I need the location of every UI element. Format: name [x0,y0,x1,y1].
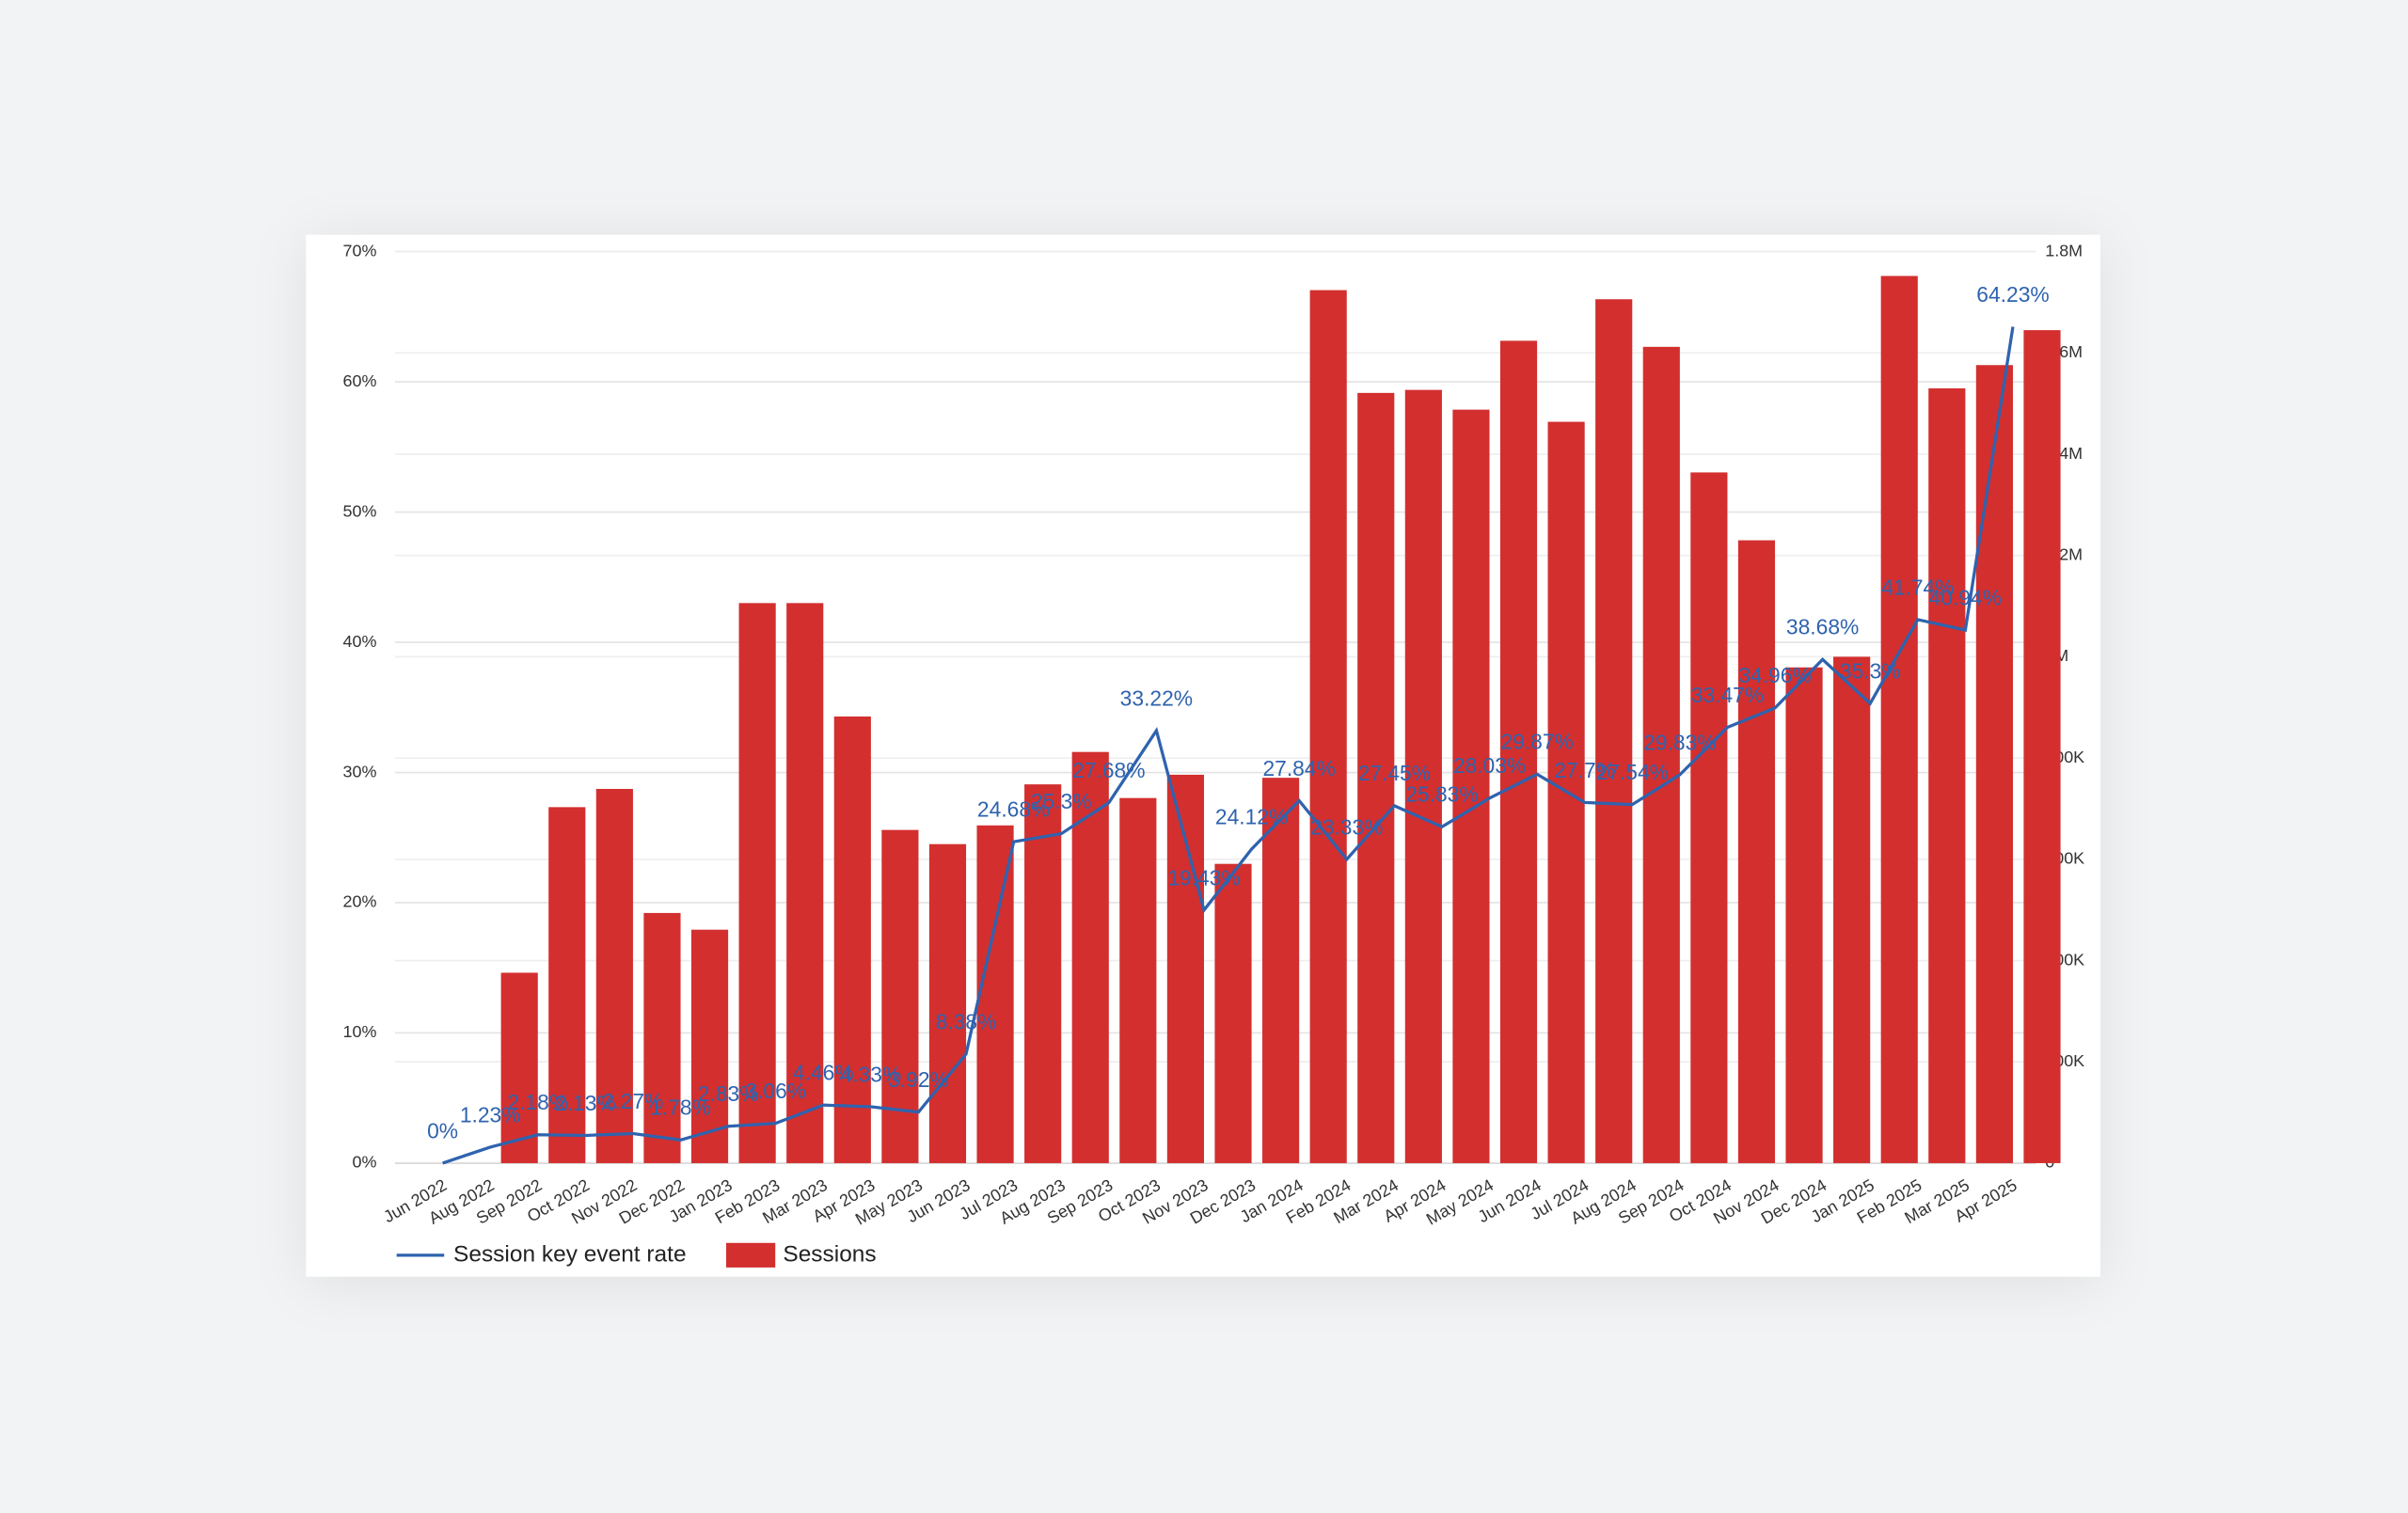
bar [881,829,919,1163]
data-label: 64.23% [1976,282,2049,307]
bar [1452,409,1490,1163]
bar [976,825,1014,1163]
data-label: 1.78% [650,1095,711,1120]
data-label: 27.54% [1596,760,1669,784]
y2-tick-label: 1.8M [2045,241,2083,260]
legend-label: Sessions [783,1241,876,1267]
bar [1833,656,1871,1163]
y-tick-label: 0% [352,1153,376,1172]
bar [786,603,824,1163]
bar [500,972,538,1163]
bar [595,788,633,1163]
bar [1499,340,1538,1163]
bar [1737,540,1776,1163]
bar [1262,778,1300,1163]
y-tick-label: 50% [343,501,377,520]
y-tick-label: 30% [343,762,377,780]
data-label: 33.47% [1691,683,1764,707]
data-label: 38.68% [1786,615,1859,639]
bar [1928,388,1966,1163]
data-label: 1.23% [460,1102,521,1127]
bar [690,929,729,1163]
data-label: 0% [427,1118,458,1143]
data-label: 25.83% [1405,782,1478,807]
bar [1166,774,1204,1163]
data-label: 34.96% [1738,663,1811,687]
bar [1690,472,1728,1163]
data-label: 25.3% [1031,789,1092,813]
data-label: 4.46% [793,1061,854,1085]
bar [548,807,586,1163]
bar [1642,346,1680,1163]
bar [928,843,967,1163]
line [442,326,2015,1165]
bar [1119,797,1157,1163]
data-label: 41.74% [1881,575,1954,599]
data-label: 23.33% [1310,814,1383,839]
bar [1024,784,1062,1163]
data-label: 40.94% [1929,585,2002,609]
data-label: 4.33% [841,1062,902,1086]
bar [2023,330,2061,1163]
data-label: 27.7% [1554,758,1615,782]
data-label: 35.3% [1840,659,1901,684]
bar [1214,863,1252,1163]
data-label: 8.38% [936,1009,997,1033]
data-label: 2.13% [555,1091,616,1115]
data-label: 2.83% [698,1081,759,1106]
y-tick-label: 60% [343,371,377,390]
bar [1309,290,1347,1163]
data-label: 33.22% [1120,686,1193,710]
data-label: 3.06% [745,1079,806,1103]
legend-swatch [726,1242,776,1268]
legend-label: Session key event rate [453,1241,687,1267]
data-label: 27.84% [1262,756,1335,780]
bar [1071,751,1109,1163]
data-label: 27.68% [1072,758,1145,782]
bar [1404,389,1442,1163]
bar [1975,365,2013,1163]
bar [1785,667,1823,1163]
data-label: 19.43% [1167,865,1240,890]
y-tick-label: 70% [343,241,377,260]
y-tick-label: 20% [343,892,377,911]
bar [1357,392,1395,1163]
bar [1595,299,1633,1163]
bar [643,912,681,1163]
data-label: 29.83% [1643,730,1716,754]
data-label: 28.03% [1453,753,1526,778]
y-tick-label: 40% [343,632,377,651]
data-label: 24.68% [977,797,1050,822]
data-label: 2.27% [603,1089,664,1113]
data-label: 27.45% [1358,761,1431,785]
bar [738,603,776,1163]
bar [833,716,871,1163]
data-label: 24.12% [1215,804,1288,828]
data-label: 2.18% [507,1090,568,1114]
y-tick-label: 10% [343,1022,377,1041]
data-label: 29.87% [1500,730,1573,754]
data-label: 3.92% [888,1067,949,1092]
bar [1880,276,1918,1163]
